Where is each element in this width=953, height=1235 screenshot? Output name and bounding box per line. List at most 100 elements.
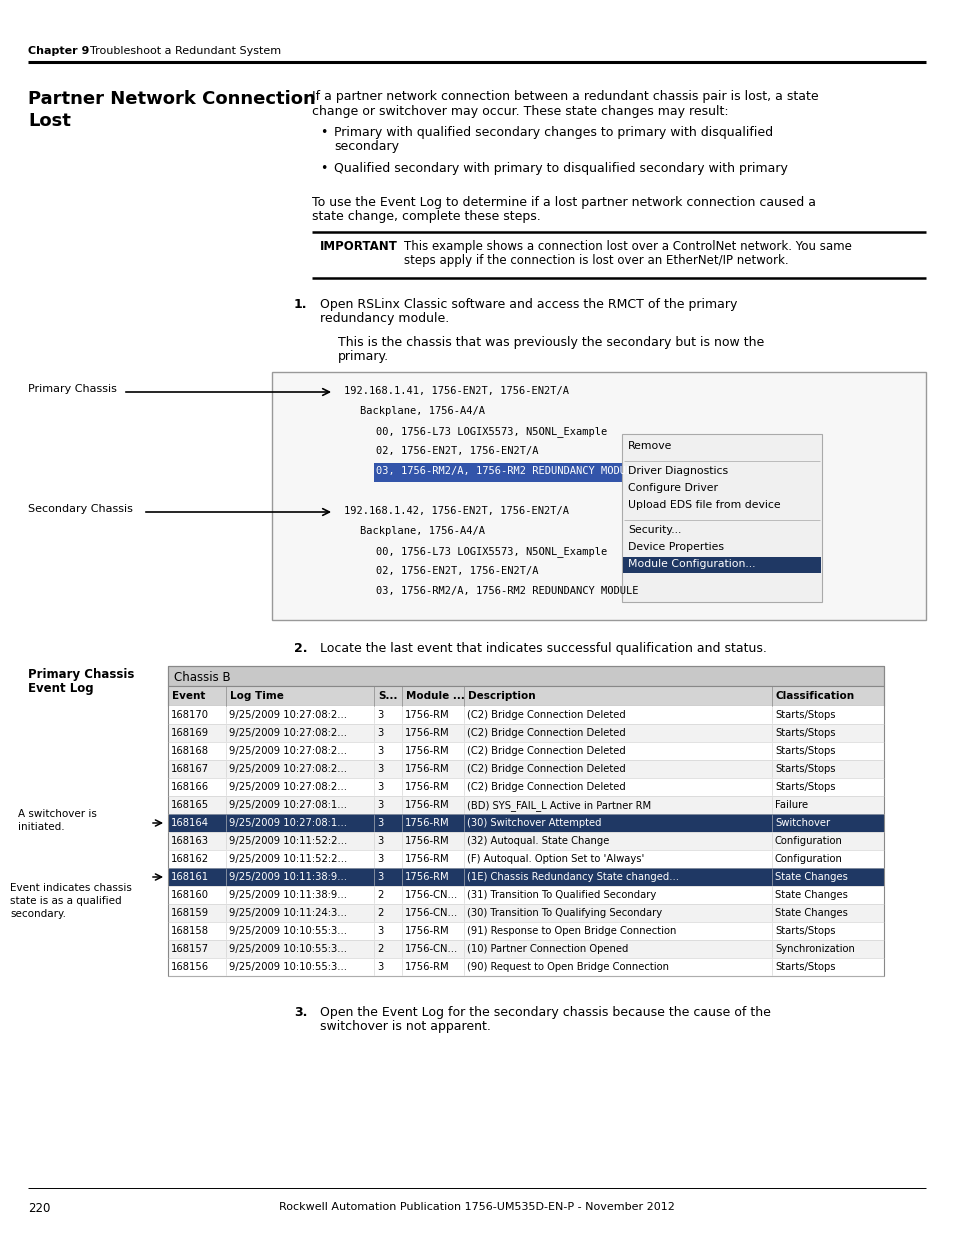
- Bar: [168, 724, 883, 742]
- Bar: [168, 958, 883, 976]
- Text: 9/25/2009 10:10:55:3...: 9/25/2009 10:10:55:3...: [229, 944, 347, 953]
- Bar: [374, 463, 643, 482]
- Text: Open the Event Log for the secondary chassis because the cause of the: Open the Event Log for the secondary cha…: [319, 1007, 770, 1019]
- Text: Starts/Stops: Starts/Stops: [774, 746, 835, 756]
- Bar: [168, 850, 883, 868]
- Text: 00, 1756-L73 LOGIX5573, N5ONL_Example: 00, 1756-L73 LOGIX5573, N5ONL_Example: [375, 426, 607, 437]
- Text: (32) Autoqual. State Change: (32) Autoqual. State Change: [467, 836, 609, 846]
- Text: 9/25/2009 10:10:55:3...: 9/25/2009 10:10:55:3...: [229, 962, 347, 972]
- Text: 168163: 168163: [171, 836, 209, 846]
- Text: This is the chassis that was previously the secondary but is now the: This is the chassis that was previously …: [337, 336, 763, 350]
- Text: 168162: 168162: [171, 853, 209, 864]
- Text: 3: 3: [376, 710, 383, 720]
- Text: Module Configuration...: Module Configuration...: [627, 559, 755, 569]
- Text: •: •: [319, 162, 327, 175]
- Text: IMPORTANT: IMPORTANT: [319, 240, 397, 253]
- Text: 2: 2: [376, 890, 383, 900]
- Text: 1756-RM: 1756-RM: [405, 746, 449, 756]
- Text: (30) Switchover Attempted: (30) Switchover Attempted: [467, 818, 601, 827]
- Text: 3: 3: [376, 836, 383, 846]
- Text: 1756-RM: 1756-RM: [405, 872, 449, 882]
- Text: Primary Chassis: Primary Chassis: [28, 668, 134, 680]
- Text: 2.: 2.: [294, 642, 307, 655]
- Text: 9/25/2009 10:11:52:2...: 9/25/2009 10:11:52:2...: [229, 853, 347, 864]
- Text: (C2) Bridge Connection Deleted: (C2) Bridge Connection Deleted: [467, 746, 625, 756]
- Text: (C2) Bridge Connection Deleted: (C2) Bridge Connection Deleted: [467, 727, 625, 739]
- Text: primary.: primary.: [337, 350, 389, 363]
- Text: 9/25/2009 10:10:55:3...: 9/25/2009 10:10:55:3...: [229, 926, 347, 936]
- Bar: [168, 814, 883, 832]
- Text: Primary Chassis: Primary Chassis: [28, 384, 117, 394]
- Text: 1756-RM: 1756-RM: [405, 962, 449, 972]
- Text: Qualified secondary with primary to disqualified secondary with primary: Qualified secondary with primary to disq…: [334, 162, 787, 175]
- Bar: [168, 778, 883, 797]
- Text: 03, 1756-RM2/A, 1756-RM2 REDUNDANCY MODULE: 03, 1756-RM2/A, 1756-RM2 REDUNDANCY MODU…: [375, 466, 638, 475]
- Text: Lost: Lost: [28, 112, 71, 130]
- Text: 1756-RM: 1756-RM: [405, 710, 449, 720]
- Bar: [168, 666, 883, 685]
- Text: 1756-RM: 1756-RM: [405, 836, 449, 846]
- Text: 168157: 168157: [171, 944, 209, 953]
- Bar: [168, 868, 883, 885]
- Text: 168161: 168161: [171, 872, 209, 882]
- Text: Primary with qualified secondary changes to primary with disqualified: Primary with qualified secondary changes…: [334, 126, 772, 140]
- Text: (C2) Bridge Connection Deleted: (C2) Bridge Connection Deleted: [467, 710, 625, 720]
- Text: Backplane, 1756-A4/A: Backplane, 1756-A4/A: [359, 526, 484, 536]
- Text: Event indicates chassis: Event indicates chassis: [10, 883, 132, 893]
- Text: Troubleshoot a Redundant System: Troubleshoot a Redundant System: [90, 46, 281, 56]
- Text: 3.: 3.: [294, 1007, 307, 1019]
- Text: 168170: 168170: [171, 710, 209, 720]
- Text: 1756-RM: 1756-RM: [405, 926, 449, 936]
- Text: Device Properties: Device Properties: [627, 542, 723, 552]
- Text: Event: Event: [172, 692, 205, 701]
- Text: Description: Description: [468, 692, 535, 701]
- Text: 1756-RM: 1756-RM: [405, 764, 449, 774]
- Text: 03, 1756-RM2/A, 1756-RM2 REDUNDANCY MODULE: 03, 1756-RM2/A, 1756-RM2 REDUNDANCY MODU…: [375, 585, 638, 597]
- Text: State Changes: State Changes: [774, 872, 847, 882]
- Text: 02, 1756-EN2T, 1756-EN2T/A: 02, 1756-EN2T, 1756-EN2T/A: [375, 446, 537, 456]
- Bar: [168, 666, 883, 976]
- Text: (C2) Bridge Connection Deleted: (C2) Bridge Connection Deleted: [467, 782, 625, 792]
- Text: Module ...: Module ...: [406, 692, 464, 701]
- Text: 168160: 168160: [171, 890, 209, 900]
- Text: Partner Network Connection: Partner Network Connection: [28, 90, 315, 107]
- Text: 1756-RM: 1756-RM: [405, 853, 449, 864]
- Bar: [168, 832, 883, 850]
- Bar: [168, 940, 883, 958]
- Text: steps apply if the connection is lost over an EtherNet/IP network.: steps apply if the connection is lost ov…: [403, 254, 788, 267]
- Bar: [168, 742, 883, 760]
- Bar: [622, 557, 821, 573]
- Text: (31) Transition To Qualified Secondary: (31) Transition To Qualified Secondary: [467, 890, 656, 900]
- Text: Classification: Classification: [775, 692, 854, 701]
- Text: Open RSLinx Classic software and access the RMCT of the primary: Open RSLinx Classic software and access …: [319, 298, 737, 311]
- Text: 9/25/2009 10:27:08:2...: 9/25/2009 10:27:08:2...: [229, 710, 347, 720]
- Bar: [168, 923, 883, 940]
- Text: 1756-RM: 1756-RM: [405, 727, 449, 739]
- Text: (10) Partner Connection Opened: (10) Partner Connection Opened: [467, 944, 628, 953]
- Text: Starts/Stops: Starts/Stops: [774, 764, 835, 774]
- Text: Secondary Chassis: Secondary Chassis: [28, 504, 132, 514]
- Text: 3: 3: [376, 800, 383, 810]
- Text: 9/25/2009 10:27:08:1...: 9/25/2009 10:27:08:1...: [229, 800, 347, 810]
- Text: 168164: 168164: [171, 818, 209, 827]
- Text: Log Time: Log Time: [230, 692, 284, 701]
- Text: 3: 3: [376, 764, 383, 774]
- Text: 168166: 168166: [171, 782, 209, 792]
- Bar: [168, 904, 883, 923]
- Text: 168159: 168159: [171, 908, 209, 918]
- Text: 9/25/2009 10:27:08:2...: 9/25/2009 10:27:08:2...: [229, 764, 347, 774]
- Text: State Changes: State Changes: [774, 890, 847, 900]
- Bar: [621, 433, 821, 601]
- Bar: [168, 760, 883, 778]
- Text: 1756-RM: 1756-RM: [405, 800, 449, 810]
- Text: Starts/Stops: Starts/Stops: [774, 727, 835, 739]
- Text: state is as a qualified: state is as a qualified: [10, 897, 121, 906]
- Text: switchover is not apparent.: switchover is not apparent.: [319, 1020, 491, 1032]
- Text: redundancy module.: redundancy module.: [319, 312, 449, 325]
- Text: 168167: 168167: [171, 764, 209, 774]
- Text: 1756-CN...: 1756-CN...: [405, 944, 457, 953]
- Text: (F) Autoqual. Option Set to 'Always': (F) Autoqual. Option Set to 'Always': [467, 853, 643, 864]
- Text: Starts/Stops: Starts/Stops: [774, 710, 835, 720]
- Text: Locate the last event that indicates successful qualification and status.: Locate the last event that indicates suc…: [319, 642, 766, 655]
- Text: (91) Response to Open Bridge Connection: (91) Response to Open Bridge Connection: [467, 926, 676, 936]
